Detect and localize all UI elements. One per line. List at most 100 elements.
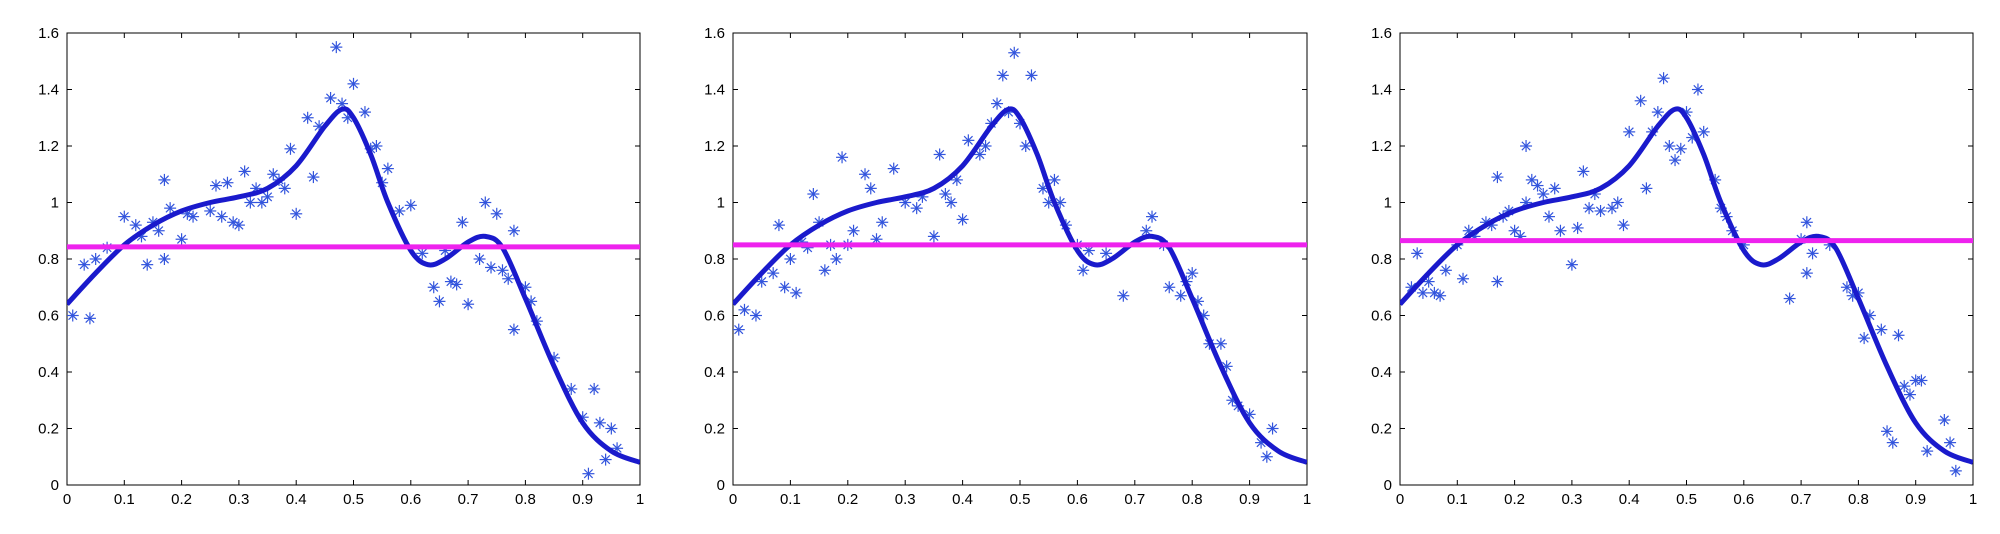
data-point bbox=[67, 309, 79, 322]
data-point bbox=[859, 168, 872, 181]
data-point bbox=[1938, 414, 1951, 427]
y-tick-label: 1.2 bbox=[1371, 138, 1392, 155]
data-point bbox=[1623, 125, 1636, 138]
x-tick-label: 0.6 bbox=[1733, 491, 1754, 508]
data-point bbox=[790, 286, 803, 299]
data-point bbox=[301, 111, 314, 124]
data-point bbox=[284, 142, 297, 155]
data-point bbox=[1077, 264, 1090, 277]
x-tick-label: 0.2 bbox=[1504, 491, 1525, 508]
data-point bbox=[962, 134, 975, 147]
data-point bbox=[818, 264, 831, 277]
data-point bbox=[876, 216, 889, 229]
data-point bbox=[416, 247, 429, 260]
x-tick-label: 0.2 bbox=[837, 491, 858, 508]
plot-frame bbox=[66, 32, 641, 486]
data-point bbox=[1186, 267, 1199, 280]
data-point bbox=[141, 258, 154, 271]
data-point bbox=[433, 295, 446, 308]
data-point bbox=[1691, 83, 1704, 96]
data-point bbox=[1611, 196, 1624, 209]
data-point bbox=[485, 261, 498, 274]
data-point bbox=[1944, 436, 1957, 449]
y-tick-label: 1.4 bbox=[704, 82, 725, 99]
data-point bbox=[749, 309, 762, 322]
y-tick-label: 0.4 bbox=[1371, 364, 1392, 381]
data-point bbox=[1663, 140, 1676, 152]
data-point bbox=[927, 230, 940, 243]
plot-frame bbox=[732, 32, 1308, 486]
y-tick-label: 1.2 bbox=[38, 138, 59, 155]
chart-panel-2: 0 0.1 0.2 0.3 0.4 0.5 0.6 0.7 0.8 0.9 1 0 0.2 0.4 0.6 0… bbox=[704, 25, 1311, 508]
data-point bbox=[910, 202, 923, 215]
data-point bbox=[1651, 106, 1664, 119]
data-point bbox=[1491, 275, 1504, 288]
data-point bbox=[152, 224, 165, 237]
data-point bbox=[1915, 374, 1928, 387]
data-point bbox=[204, 204, 217, 217]
data-point bbox=[864, 182, 877, 195]
data-point bbox=[933, 148, 946, 161]
data-point bbox=[1434, 289, 1447, 302]
data-point bbox=[1025, 69, 1038, 82]
data-point bbox=[1846, 289, 1859, 302]
data-point bbox=[1577, 165, 1590, 178]
data-point bbox=[778, 281, 791, 294]
data-point bbox=[599, 453, 612, 466]
x-tick-label: 0.3 bbox=[228, 491, 249, 508]
x-tick-label: 0.3 bbox=[895, 491, 916, 508]
data-point bbox=[887, 162, 900, 175]
data-point bbox=[1881, 425, 1894, 438]
x-tick-label: 0.8 bbox=[1182, 491, 1203, 508]
data-point bbox=[164, 202, 177, 215]
data-point bbox=[1542, 210, 1555, 223]
data-point bbox=[118, 210, 131, 223]
data-point bbox=[1174, 289, 1187, 302]
x-tick-label: 0 bbox=[729, 491, 737, 508]
data-point bbox=[507, 224, 520, 237]
x-tick-label: 0.7 bbox=[1124, 491, 1145, 508]
y-tick-label: 0.2 bbox=[38, 421, 59, 438]
data-point bbox=[733, 323, 745, 336]
data-point bbox=[593, 416, 606, 429]
data-point bbox=[1548, 182, 1561, 195]
y-tick-label: 0.8 bbox=[704, 251, 725, 268]
data-point bbox=[1583, 202, 1596, 215]
y-tick-label: 1.4 bbox=[1371, 82, 1392, 99]
data-point bbox=[83, 312, 96, 325]
plot-area bbox=[1400, 72, 1973, 477]
data-point bbox=[767, 267, 780, 280]
x-tick-label: 0.2 bbox=[171, 491, 192, 508]
data-point bbox=[1898, 380, 1911, 393]
y-tick-label: 0 bbox=[717, 477, 725, 494]
data-point bbox=[324, 91, 337, 104]
data-point bbox=[1008, 46, 1021, 59]
data-point bbox=[490, 207, 503, 220]
data-point bbox=[1491, 171, 1504, 184]
data-point bbox=[307, 171, 320, 184]
data-point bbox=[1163, 281, 1176, 294]
y-tick-label: 0 bbox=[51, 477, 59, 494]
y-tick-label: 1 bbox=[1384, 195, 1392, 212]
data-point bbox=[1554, 224, 1567, 237]
data-point bbox=[1783, 292, 1796, 305]
y-tick-label: 1.6 bbox=[1371, 25, 1392, 42]
x-tick-label: 0.1 bbox=[780, 491, 801, 508]
x-tick-label: 0.1 bbox=[114, 491, 135, 508]
y-tick-label: 1 bbox=[51, 195, 59, 212]
x-tick-label: 0.9 bbox=[1239, 491, 1260, 508]
data-point bbox=[830, 253, 843, 265]
x-tick-label: 0.4 bbox=[1619, 491, 1640, 508]
chart-panel-3: 0 0.1 0.2 0.3 0.4 0.5 0.6 0.7 0.8 0.9 1 0 0.2 0.4 0.6 0… bbox=[1371, 25, 1977, 508]
y-tick-label: 1 bbox=[717, 195, 725, 212]
data-point bbox=[187, 210, 200, 223]
x-tick-label: 1 bbox=[1969, 491, 1977, 508]
data-point bbox=[1508, 224, 1521, 237]
data-point bbox=[404, 199, 417, 212]
data-point bbox=[78, 258, 91, 271]
data-point bbox=[1146, 210, 1159, 223]
data-point bbox=[347, 77, 360, 90]
data-point bbox=[772, 219, 785, 232]
data-point bbox=[232, 219, 245, 232]
data-point bbox=[1949, 464, 1962, 477]
